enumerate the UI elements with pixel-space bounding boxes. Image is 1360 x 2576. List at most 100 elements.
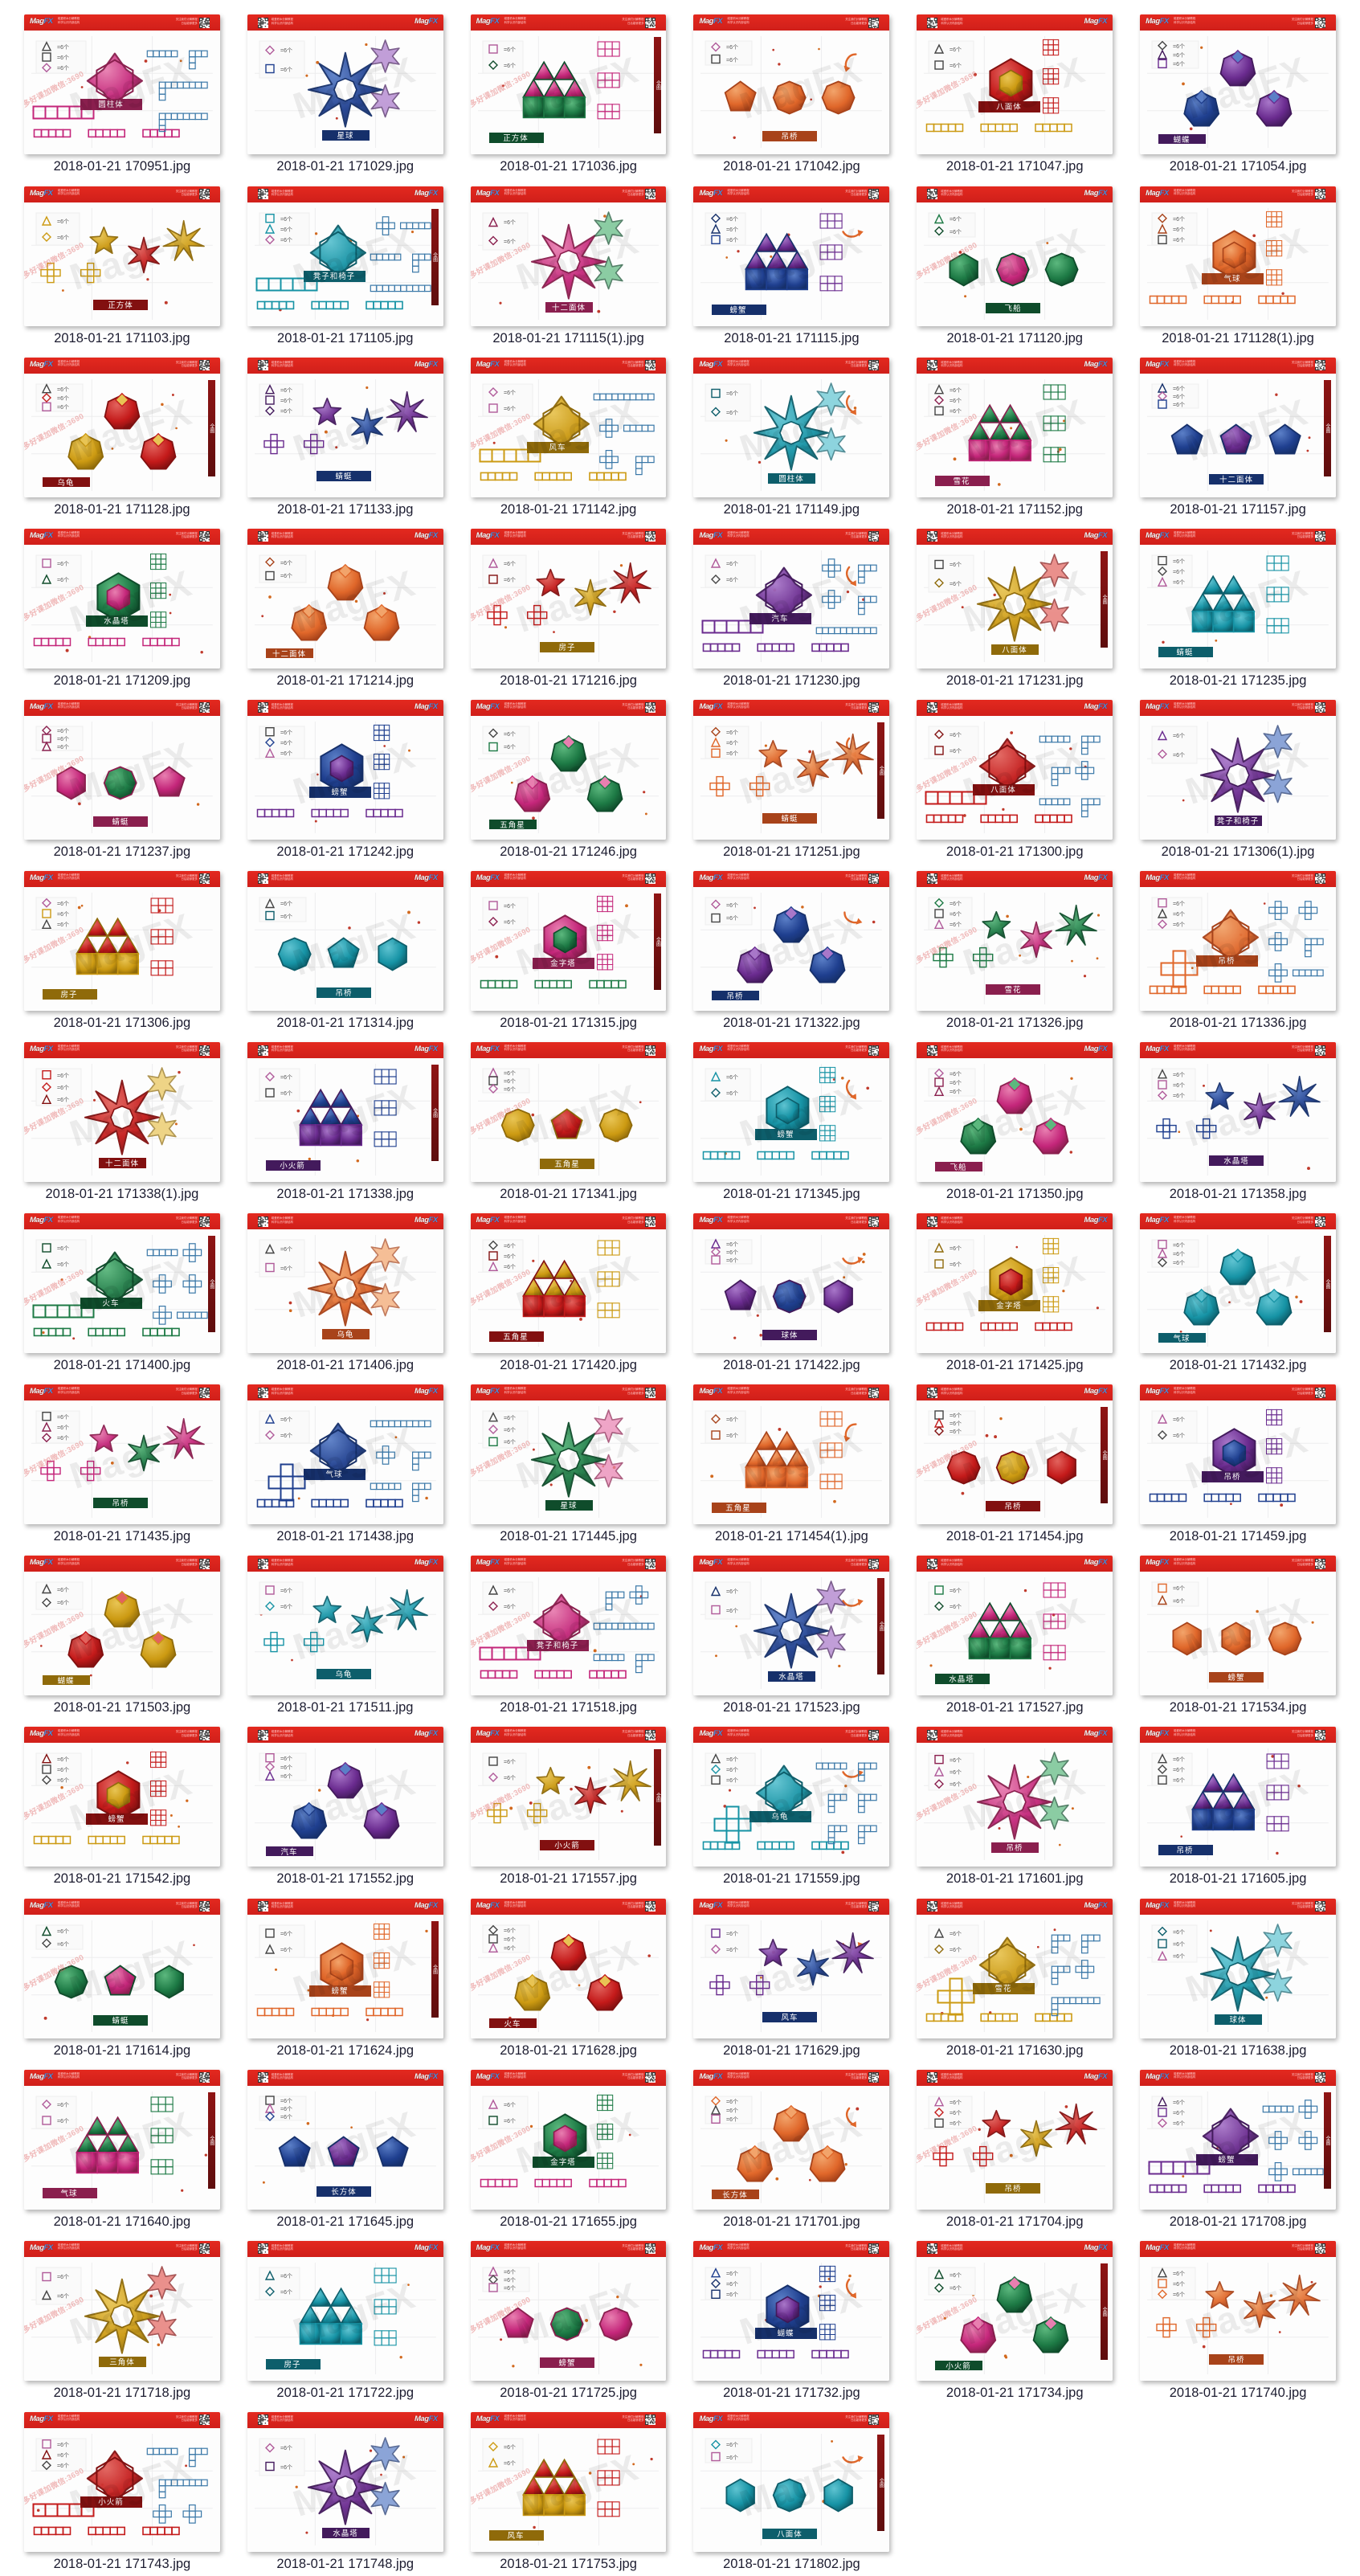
svg-text:螃蟹: 螃蟹: [778, 1130, 794, 1139]
svg-text:=6个: =6个: [504, 2444, 516, 2451]
svg-text:蜻蜓: 蜻蜓: [782, 814, 798, 824]
svg-text:=6个: =6个: [950, 1089, 962, 1095]
svg-text:=6个: =6个: [1173, 1417, 1185, 1423]
svg-text:=6个: =6个: [57, 736, 69, 742]
svg-text:=6个: =6个: [726, 1433, 738, 1439]
svg-text:=6个: =6个: [504, 919, 516, 926]
svg-text:乌龟: 乌龟: [337, 1330, 353, 1339]
svg-text:=6个: =6个: [726, 1249, 738, 1256]
svg-text:=6个: =6个: [950, 562, 962, 568]
svg-text:=6个: =6个: [726, 216, 738, 223]
svg-text:=6个: =6个: [950, 1071, 962, 1077]
svg-text:=6个: =6个: [1173, 402, 1185, 408]
svg-text:=6个: =6个: [1173, 2100, 1185, 2106]
svg-text:=6个: =6个: [504, 390, 516, 396]
svg-text:=6个: =6个: [726, 2455, 738, 2461]
svg-text:=6个: =6个: [1173, 61, 1185, 67]
svg-text:=6个: =6个: [57, 219, 69, 225]
svg-text:=6个: =6个: [950, 1781, 962, 1788]
svg-text:=6个: =6个: [950, 901, 962, 907]
svg-text:汽车: 汽车: [772, 614, 789, 624]
svg-text:=6个: =6个: [504, 1415, 516, 1421]
svg-text:=6个: =6个: [1173, 1082, 1185, 1089]
svg-text:=6个: =6个: [726, 1589, 738, 1595]
svg-text:气球: 气球: [61, 2189, 78, 2198]
svg-text:长方体: 长方体: [331, 2187, 356, 2197]
svg-text:螃蟹: 螃蟹: [558, 2358, 575, 2368]
svg-text:=6个: =6个: [57, 1425, 69, 1431]
svg-text:正方体: 正方体: [108, 300, 133, 309]
svg-text:=6个: =6个: [57, 235, 69, 241]
svg-text:=6个: =6个: [280, 2273, 292, 2280]
svg-text:雪花: 雪花: [954, 476, 970, 486]
svg-text:=6个: =6个: [1173, 1756, 1185, 1763]
svg-text:=6个: =6个: [950, 408, 962, 415]
svg-text:吊桥: 吊桥: [1005, 2184, 1022, 2194]
svg-text:=6个: =6个: [504, 577, 516, 583]
svg-text:=6个: =6个: [280, 227, 292, 233]
svg-text:=6个: =6个: [1173, 2120, 1185, 2127]
svg-text:=6个: =6个: [280, 398, 292, 404]
svg-text:=6个: =6个: [950, 1080, 962, 1086]
svg-text:气球: 气球: [325, 1470, 342, 1479]
svg-text:=6个: =6个: [726, 2108, 738, 2114]
svg-text:星球: 星球: [337, 131, 353, 141]
svg-text:=6个: =6个: [504, 731, 516, 738]
svg-text:=6个: =6个: [57, 44, 69, 51]
svg-text:水晶塔: 水晶塔: [1223, 1156, 1248, 1166]
svg-text:金字塔: 金字塔: [997, 1301, 1022, 1310]
svg-text:=6个: =6个: [726, 1756, 738, 1763]
svg-text:=6个: =6个: [1173, 1953, 1185, 1960]
svg-text:=6个: =6个: [57, 561, 69, 567]
svg-text:=6个: =6个: [504, 239, 516, 245]
svg-text:球体: 球体: [782, 1331, 798, 1340]
svg-text:=6个: =6个: [280, 216, 292, 223]
svg-text:凳子和椅子: 凳子和椅子: [536, 1641, 578, 1650]
svg-text:=6个: =6个: [280, 1266, 292, 1272]
svg-text:=6个: =6个: [280, 2106, 292, 2112]
svg-text:吊桥: 吊桥: [335, 988, 352, 998]
svg-text:五角星: 五角星: [554, 1159, 579, 1169]
svg-text:=6个: =6个: [57, 1587, 69, 1593]
svg-text:螃蟹: 螃蟹: [108, 1814, 125, 1824]
svg-text:=6个: =6个: [57, 395, 69, 402]
svg-text:=6个: =6个: [726, 740, 738, 746]
svg-text:=6个: =6个: [280, 47, 292, 54]
svg-text:=6个: =6个: [726, 1241, 738, 1248]
svg-text:=6个: =6个: [280, 408, 292, 415]
svg-text:蝴蝶: 蝴蝶: [58, 1676, 75, 1686]
svg-text:风车: 风车: [507, 2531, 524, 2541]
svg-text:=6个: =6个: [57, 2442, 69, 2448]
svg-text:吊桥: 吊桥: [782, 132, 798, 141]
svg-text:螃蟹: 螃蟹: [331, 1985, 348, 1995]
svg-text:三角体: 三角体: [109, 2357, 134, 2367]
svg-text:=6个: =6个: [950, 2285, 962, 2292]
svg-text:=6个: =6个: [950, 1757, 962, 1764]
svg-text:=6个: =6个: [280, 560, 292, 566]
svg-text:=6个: =6个: [280, 2098, 292, 2104]
svg-text:=6个: =6个: [726, 57, 738, 63]
svg-text:=6个: =6个: [726, 1947, 738, 1953]
svg-text:=6个: =6个: [57, 577, 69, 583]
svg-text:=6个: =6个: [1173, 2292, 1185, 2298]
svg-text:=6个: =6个: [504, 1253, 516, 1260]
svg-text:=6个: =6个: [57, 2102, 69, 2108]
svg-text:=6个: =6个: [57, 1414, 69, 1421]
svg-text:圆柱体: 圆柱体: [779, 474, 804, 484]
svg-text:吊桥: 吊桥: [727, 992, 744, 1001]
svg-text:=6个: =6个: [280, 1773, 292, 1780]
svg-text:=6个: =6个: [950, 2100, 962, 2106]
svg-text:=6个: =6个: [504, 903, 516, 910]
svg-text:=6个: =6个: [726, 902, 738, 909]
svg-text:=6个: =6个: [504, 1928, 516, 1934]
svg-text:=6个: =6个: [57, 1777, 69, 1784]
svg-text:=6个: =6个: [1173, 386, 1185, 392]
svg-text:=6个: =6个: [280, 1756, 292, 1762]
svg-text:=6个: =6个: [504, 561, 516, 567]
svg-text:房子: 房子: [558, 643, 575, 652]
svg-text:=6个: =6个: [504, 2102, 516, 2108]
svg-text:=6个: =6个: [950, 1413, 962, 1419]
svg-text:=6个: =6个: [504, 1936, 516, 1943]
svg-text:汽车: 汽车: [280, 1847, 297, 1857]
svg-text:=6个: =6个: [1173, 2281, 1185, 2288]
